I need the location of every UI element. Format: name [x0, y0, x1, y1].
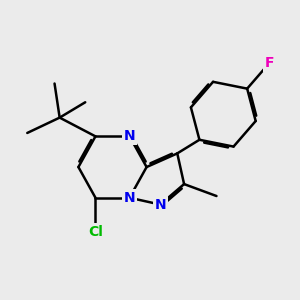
Text: F: F [265, 56, 274, 70]
Text: Cl: Cl [88, 225, 103, 239]
Text: N: N [154, 197, 166, 212]
Text: N: N [124, 191, 135, 205]
Text: N: N [124, 129, 135, 143]
